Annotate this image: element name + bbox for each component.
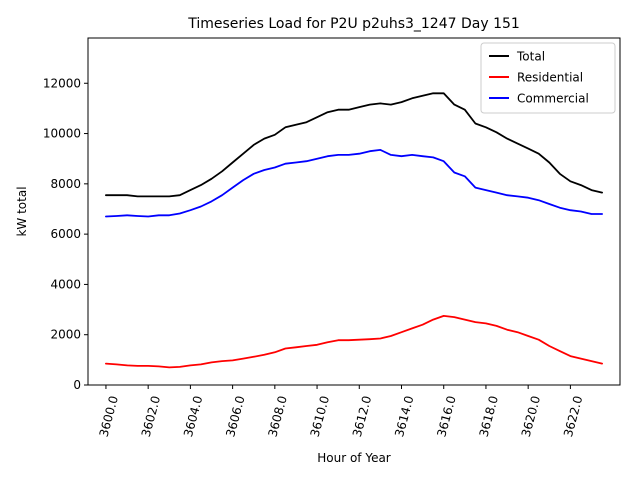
legend: Total Residential Commercial: [480, 42, 616, 114]
axes-frame: [87, 37, 621, 386]
legend-label-commercial: Commercial: [517, 92, 589, 106]
y-axis-label: kW total: [15, 186, 29, 236]
y-tick-label: 12000: [43, 76, 81, 90]
series-line-residential: [105, 314, 603, 369]
legend-label-total: Total: [516, 50, 545, 64]
y-tick-label: 6000: [50, 227, 81, 241]
series-line-commercial: [105, 148, 603, 218]
legend-label-residential: Residential: [517, 71, 583, 85]
y-tick-label: 8000: [50, 177, 81, 191]
y-tick-label: 10000: [43, 127, 81, 141]
x-axis-label: Hour of Year: [317, 451, 391, 465]
y-tick-label: 4000: [50, 277, 81, 291]
chart-title: Timeseries Load for P2U p2uhs3_1247 Day …: [187, 16, 520, 32]
series-lines: [105, 92, 603, 369]
y-tick-label: 2000: [50, 328, 81, 342]
legend-box: [480, 42, 616, 114]
series-line-total: [105, 92, 603, 198]
y-axis: 0 2000 4000 6000 8000 10000 12000: [43, 76, 88, 392]
y-tick-label: 0: [73, 378, 81, 392]
